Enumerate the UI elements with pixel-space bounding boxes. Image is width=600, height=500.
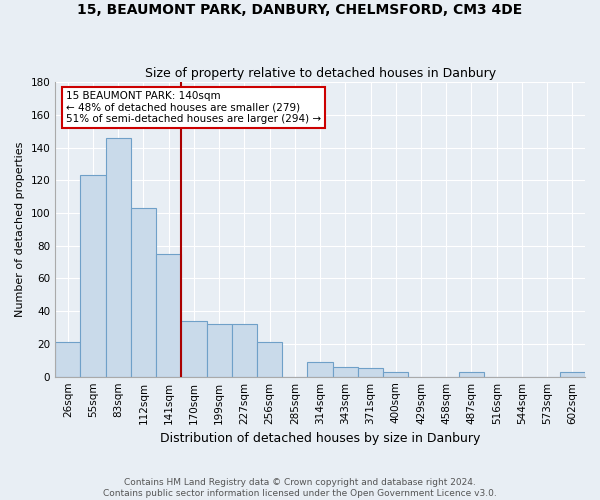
Bar [307,362,332,376]
Text: 15, BEAUMONT PARK, DANBURY, CHELMSFORD, CM3 4DE: 15, BEAUMONT PARK, DANBURY, CHELMSFORD, … [77,2,523,16]
Bar [156,254,181,376]
Bar [232,324,257,376]
Bar [358,368,383,376]
Bar [383,372,409,376]
Bar [257,342,282,376]
X-axis label: Distribution of detached houses by size in Danbury: Distribution of detached houses by size … [160,432,480,445]
Bar [206,324,232,376]
Bar [181,321,206,376]
Text: Contains HM Land Registry data © Crown copyright and database right 2024.
Contai: Contains HM Land Registry data © Crown c… [103,478,497,498]
Bar [80,176,106,376]
Title: Size of property relative to detached houses in Danbury: Size of property relative to detached ho… [145,66,496,80]
Bar [459,372,484,376]
Y-axis label: Number of detached properties: Number of detached properties [15,142,25,317]
Bar [560,372,585,376]
Bar [131,208,156,376]
Bar [55,342,80,376]
Text: 15 BEAUMONT PARK: 140sqm
← 48% of detached houses are smaller (279)
51% of semi-: 15 BEAUMONT PARK: 140sqm ← 48% of detach… [66,91,321,124]
Bar [332,367,358,376]
Bar [106,138,131,376]
